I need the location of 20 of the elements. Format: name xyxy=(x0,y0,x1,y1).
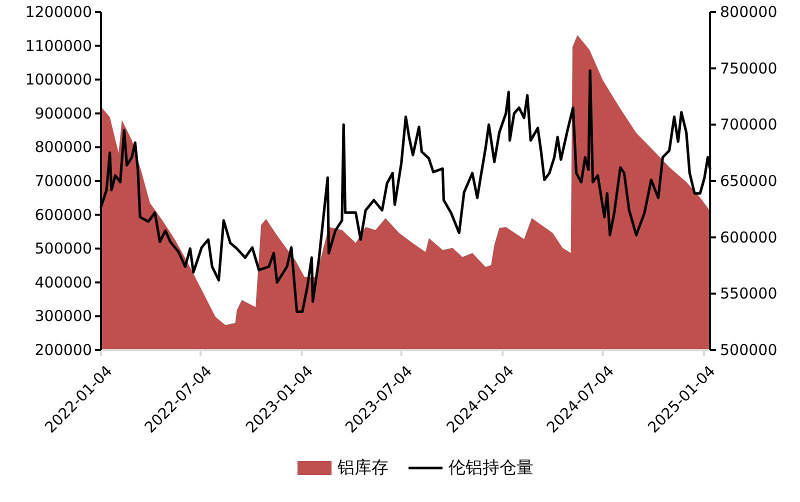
y-tick-label: 500000 xyxy=(34,240,92,258)
y-tick-label: 900000 xyxy=(34,104,92,122)
y-tick-label: 200000 xyxy=(34,341,92,359)
y2-tick-label: 600000 xyxy=(720,228,778,246)
y-tick-label: 1200000 xyxy=(25,3,92,21)
y-tick-label: 400000 xyxy=(34,273,92,292)
y2-tick-label: 500000 xyxy=(720,341,778,359)
y-tick-label: 1100000 xyxy=(25,36,92,55)
y-tick-label: 800000 xyxy=(34,138,92,156)
y2-tick-label: 750000 xyxy=(720,59,778,78)
y2-tick-label: 550000 xyxy=(720,284,778,303)
y2-tick-label: 650000 xyxy=(720,172,778,190)
legend-label: 铝库存 xyxy=(336,458,388,478)
y2-tick-label: 800000 xyxy=(720,3,778,21)
y-tick-label: 1000000 xyxy=(25,70,92,89)
legend-label: 伦铝持仓量 xyxy=(448,458,534,478)
y-tick-label: 600000 xyxy=(34,206,92,224)
y-tick-label: 700000 xyxy=(34,172,92,190)
y-tick-label: 300000 xyxy=(34,307,92,326)
y2-tick-label: 700000 xyxy=(720,116,778,134)
